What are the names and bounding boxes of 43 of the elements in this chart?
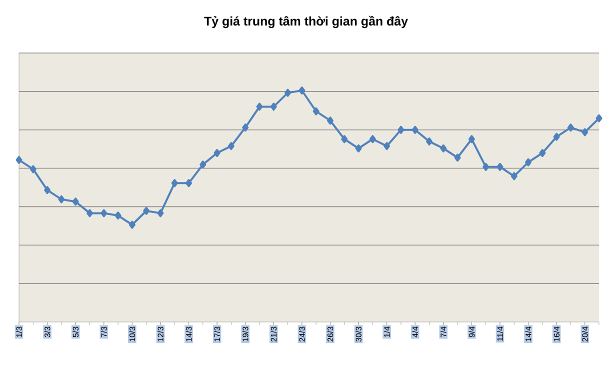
point [482,162,490,171]
point [398,126,404,134]
point [298,86,306,94]
point [58,195,65,204]
point [100,209,108,218]
point [16,156,22,164]
point [510,172,518,180]
point [496,162,504,171]
point [426,137,433,146]
point [326,116,334,125]
point [384,142,390,150]
point [440,144,447,152]
point [454,154,461,162]
point [114,212,122,220]
point [256,102,263,111]
point [553,132,560,141]
point [525,158,532,166]
point [186,179,192,188]
point [242,124,249,132]
point [468,135,475,144]
point [596,114,602,122]
chart-title: Tỷ giá trung tâm thời gian gần đây [204,16,408,28]
point [128,220,136,229]
point [86,209,93,218]
point [72,198,79,206]
point [157,209,164,218]
point [30,165,36,174]
point [200,160,206,169]
point [228,142,234,150]
point [369,135,376,144]
point [143,206,150,215]
point [341,135,348,144]
point [270,102,277,111]
point [567,124,574,132]
point [582,128,588,136]
point [171,179,178,188]
point [539,149,546,158]
point [284,88,292,97]
point [355,144,362,152]
point [214,149,220,158]
point [44,186,51,194]
point [412,126,418,134]
point [312,107,320,116]
